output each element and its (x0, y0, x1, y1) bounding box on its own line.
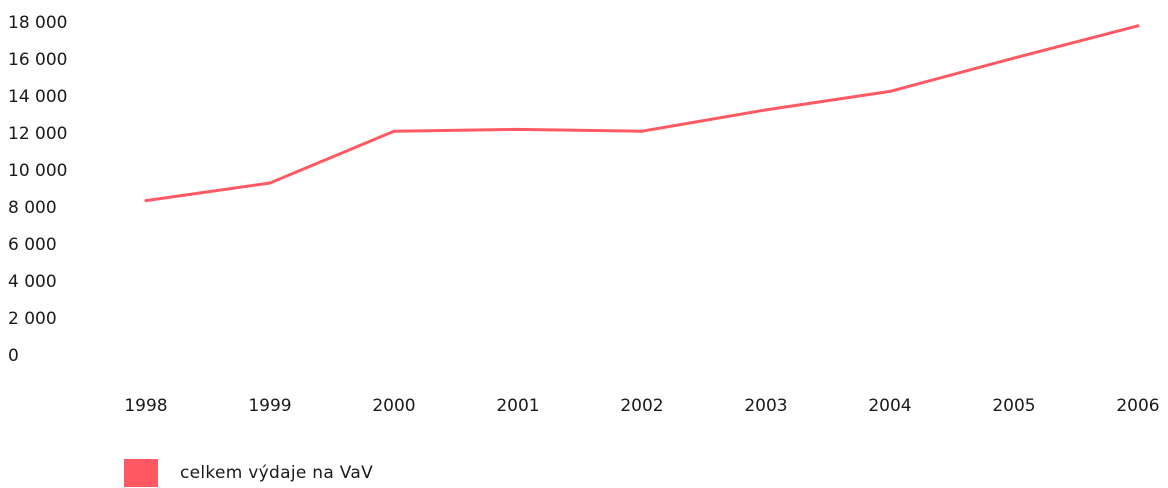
x-axis-ticks: 1998 1999 2000 2001 2002 2003 2004 2005 2006 (124, 396, 1159, 416)
series-layer (144, 24, 1140, 203)
x-tick-label: 2005 (992, 396, 1035, 416)
y-tick-label: 10 000 (8, 161, 67, 181)
legend-swatch (124, 459, 158, 487)
y-tick-label: 0 (8, 346, 19, 366)
data-point (392, 129, 396, 133)
data-point (764, 108, 768, 112)
y-tick-label: 12 000 (8, 124, 67, 144)
x-tick-label: 1999 (248, 396, 291, 416)
x-tick-label: 1998 (124, 396, 167, 416)
line-chart-plot: 0 2 000 4 000 6 000 8 000 10 000 12 000 14 000 1… (8, 13, 1160, 416)
x-tick-label: 2006 (1116, 396, 1159, 416)
y-tick-label: 4 000 (8, 272, 57, 292)
y-tick-label: 8 000 (8, 198, 57, 218)
y-tick-label: 2 000 (8, 309, 57, 329)
data-point (888, 89, 892, 93)
data-point (1136, 24, 1140, 28)
x-tick-label: 2000 (372, 396, 415, 416)
data-point (516, 127, 520, 131)
y-tick-label: 16 000 (8, 50, 67, 70)
data-point (640, 129, 644, 133)
x-tick-label: 2004 (868, 396, 911, 416)
y-tick-label: 18 000 (8, 13, 67, 33)
y-tick-label: 6 000 (8, 235, 57, 255)
data-point (144, 199, 148, 203)
x-tick-label: 2001 (496, 396, 539, 416)
legend: celkem výdaje na VaV (124, 459, 373, 487)
legend-label: celkem výdaje na VaV (180, 463, 374, 483)
series-line (144, 24, 1140, 203)
x-tick-label: 2003 (744, 396, 787, 416)
y-axis-ticks: 0 2 000 4 000 6 000 8 000 10 000 12 000 14 000 1… (8, 13, 67, 366)
data-point (268, 181, 272, 185)
data-point (1012, 56, 1016, 60)
y-tick-label: 14 000 (8, 87, 67, 107)
x-tick-label: 2002 (620, 396, 663, 416)
